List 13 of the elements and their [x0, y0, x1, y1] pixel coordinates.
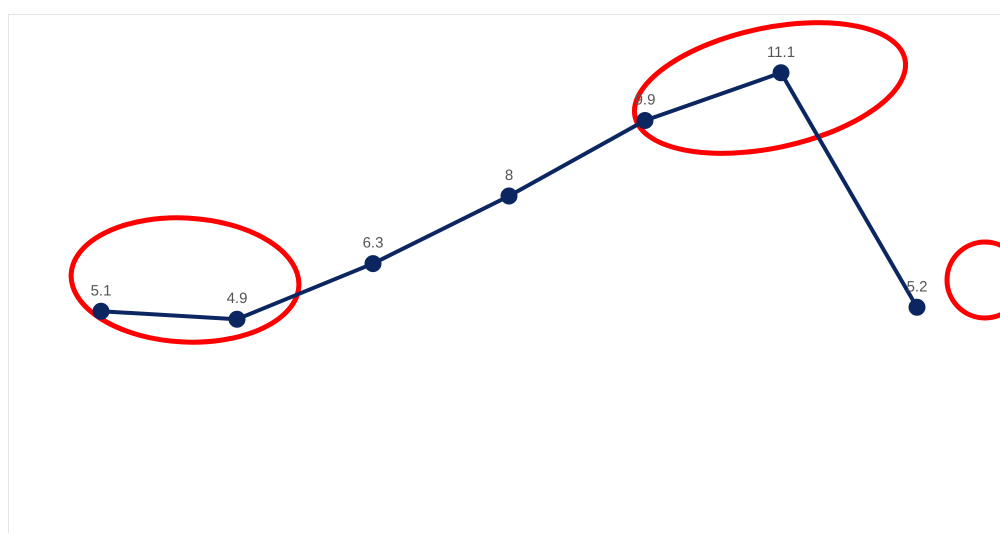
data-label: 4.9: [226, 290, 248, 308]
data-label: 6.3: [362, 234, 384, 252]
point: [772, 64, 790, 82]
point: [500, 188, 518, 204]
point: [92, 302, 110, 320]
point: [364, 255, 382, 272]
data-label: 11.1: [766, 44, 796, 61]
data-label: 5.1: [90, 282, 112, 300]
point: [908, 298, 926, 316]
point: [636, 112, 654, 129]
point: [228, 310, 246, 328]
data-label: 8: [504, 167, 514, 184]
data-label: 5.2: [906, 278, 928, 296]
